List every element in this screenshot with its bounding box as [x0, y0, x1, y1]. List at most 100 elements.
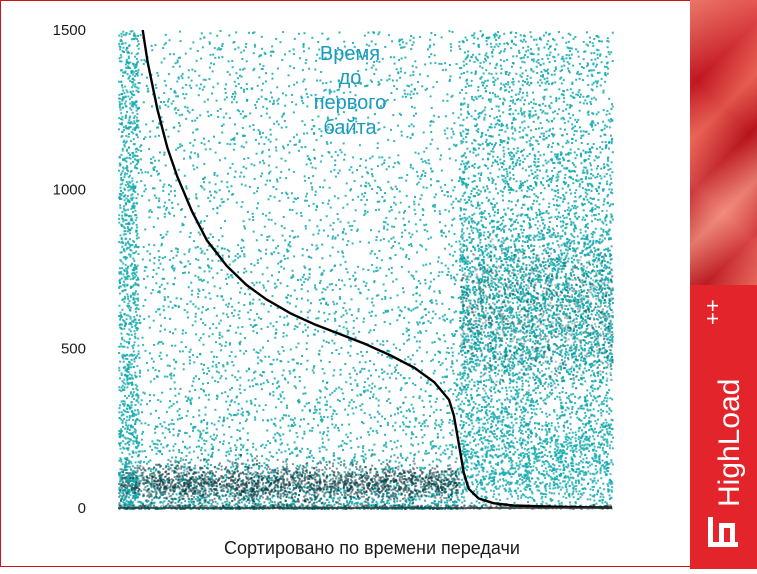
scatter-point — [332, 235, 334, 238]
scatter-point — [129, 366, 132, 369]
scatter-point — [194, 312, 197, 315]
scatter-point — [196, 492, 199, 495]
scatter-point — [352, 116, 355, 119]
scatter-point — [183, 463, 186, 466]
scatter-point — [204, 458, 207, 461]
scatter-point — [426, 75, 429, 78]
scatter-point — [287, 360, 290, 363]
scatter-point — [580, 451, 582, 454]
scatter-point — [221, 392, 224, 395]
scatter-point — [443, 247, 446, 250]
scatter-point — [257, 477, 260, 479]
scatter-point — [356, 228, 359, 231]
scatter-point — [405, 179, 408, 182]
scatter-point — [368, 433, 371, 436]
scatter-point — [441, 315, 444, 318]
scatter-point — [302, 392, 305, 395]
scatter-point — [179, 143, 182, 146]
scatter-point — [199, 436, 201, 439]
scatter-point — [596, 352, 599, 355]
scatter-point — [444, 501, 446, 504]
scatter-point — [132, 102, 135, 104]
scatter-point — [432, 120, 435, 123]
scatter-point — [359, 502, 362, 505]
scatter-point — [244, 227, 246, 230]
scatter-point — [404, 56, 407, 59]
scatter-point — [189, 348, 192, 351]
scatter-point — [461, 267, 464, 270]
scatter-point — [162, 236, 165, 239]
scatter-point — [555, 176, 558, 179]
scatter-point — [254, 416, 256, 419]
scatter-point — [590, 58, 593, 61]
scatter-point — [242, 246, 245, 249]
scatter-point — [485, 270, 488, 272]
scatter-point — [219, 108, 222, 110]
scatter-point — [316, 505, 319, 508]
scatter-point — [296, 454, 299, 457]
scatter-point — [597, 173, 599, 176]
scatter-point — [343, 40, 346, 43]
scatter-point — [378, 230, 381, 233]
scatter-point — [431, 460, 434, 463]
scatter-point — [579, 383, 582, 385]
scatter-point — [159, 313, 162, 316]
scatter-point — [345, 507, 348, 510]
scatter-point — [364, 159, 367, 162]
scatter-point — [191, 384, 194, 387]
scatter-point — [298, 376, 301, 378]
scatter-point — [157, 267, 160, 269]
scatter-point — [148, 394, 151, 396]
scatter-point — [216, 502, 219, 505]
scatter-point — [308, 276, 311, 279]
scatter-point — [319, 186, 322, 189]
scatter-point — [384, 46, 387, 48]
scatter-point — [274, 440, 277, 443]
scatter-point — [169, 400, 171, 403]
scatter-point — [260, 35, 263, 38]
scatter-point — [524, 273, 527, 276]
scatter-point — [296, 508, 299, 510]
scatter-point — [371, 501, 374, 504]
scatter-point — [184, 331, 187, 334]
scatter-point — [558, 97, 561, 100]
scatter-point — [158, 206, 161, 209]
scatter-point — [241, 407, 244, 410]
scatter-point — [325, 215, 328, 218]
scatter-point — [267, 138, 270, 141]
scatter-point — [373, 505, 375, 508]
scatter-point — [167, 305, 170, 308]
scatter-point — [264, 466, 267, 469]
scatter-point — [152, 319, 155, 322]
scatter-point — [368, 105, 371, 108]
scatter-point — [327, 151, 330, 153]
scatter-point — [229, 447, 232, 450]
scatter-point — [215, 478, 218, 480]
scatter-point — [236, 77, 239, 80]
scatter-point — [356, 385, 359, 387]
scatter-point — [238, 342, 241, 344]
scatter-point — [309, 162, 312, 165]
scatter-point — [143, 269, 146, 272]
scatter-point — [405, 416, 408, 419]
scatter-point — [243, 388, 246, 391]
scatter-point — [130, 323, 133, 326]
scatter-point — [590, 277, 593, 280]
scatter-point — [597, 165, 599, 167]
scatter-point — [254, 370, 257, 373]
scatter-point — [275, 149, 278, 152]
scatter-point — [343, 228, 345, 231]
scatter-point — [128, 394, 130, 397]
scatter-point — [354, 94, 357, 97]
scatter-point — [457, 398, 460, 401]
scatter-point — [180, 494, 183, 497]
scatter-point — [599, 135, 602, 138]
scatter-point — [417, 323, 420, 326]
scatter-point — [389, 356, 392, 359]
scatter-point — [300, 503, 303, 506]
scatter-point — [198, 266, 201, 269]
scatter-point — [352, 400, 355, 403]
scatter-point — [169, 330, 171, 333]
scatter-point — [274, 433, 277, 436]
scatter-point — [228, 355, 231, 357]
